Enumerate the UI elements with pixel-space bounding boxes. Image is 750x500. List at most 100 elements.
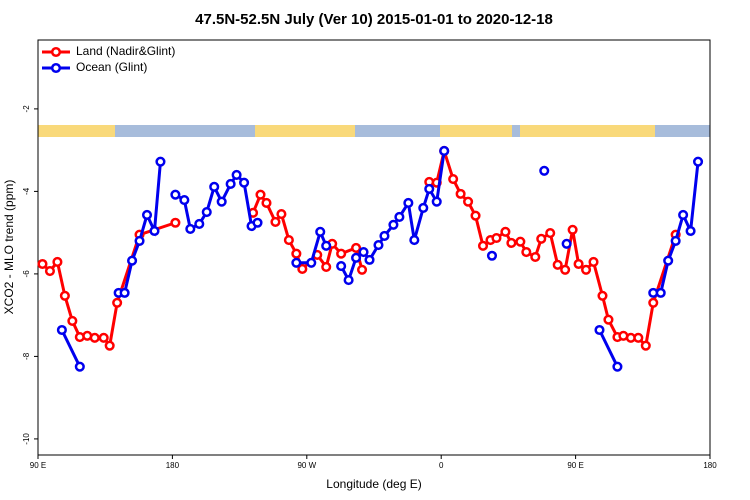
data-point — [104, 340, 115, 351]
data-point — [552, 259, 563, 270]
data-point — [155, 156, 166, 167]
data-point — [127, 255, 138, 266]
data-point — [351, 242, 362, 253]
data-point — [515, 236, 526, 247]
data-point — [37, 258, 48, 270]
data-point — [255, 189, 266, 200]
data-point — [291, 257, 302, 268]
data-point — [597, 290, 608, 301]
data-point — [252, 217, 263, 228]
data-point — [364, 254, 375, 265]
land-ocean-strip — [38, 125, 710, 137]
data-point — [431, 196, 442, 207]
data-point — [655, 287, 666, 298]
data-point — [343, 275, 354, 286]
data-point — [315, 226, 326, 237]
data-point — [640, 340, 651, 351]
x-tick-label: 180 — [703, 461, 717, 470]
data-point — [648, 297, 659, 308]
data-point — [321, 261, 332, 272]
y-tick-label: -2 — [22, 105, 31, 113]
data-point — [67, 315, 78, 326]
data-point — [394, 211, 405, 223]
data-point — [403, 197, 414, 208]
data-point — [358, 246, 369, 258]
x-axis-label: Longitude (deg E) — [326, 477, 421, 491]
y-tick-label: -10 — [22, 433, 31, 445]
data-point — [491, 232, 502, 244]
data-point — [283, 235, 294, 246]
ocean-strip — [355, 125, 440, 137]
data-point — [594, 324, 605, 336]
data-point — [306, 257, 317, 268]
data-point — [633, 332, 644, 343]
data-point — [291, 248, 302, 259]
data-point — [506, 237, 517, 249]
series-line — [60, 150, 700, 368]
data-point — [409, 235, 420, 246]
data-point — [209, 181, 220, 192]
data-point — [463, 196, 474, 207]
data-point — [149, 225, 160, 237]
data-point — [678, 209, 689, 220]
ocean-strip — [115, 125, 255, 137]
data-point — [536, 233, 547, 244]
data-point — [56, 324, 67, 336]
legend-marker — [50, 46, 62, 58]
data-point — [539, 165, 550, 176]
legend-label: Land (Nadir&Glint) — [76, 44, 175, 58]
data-point — [231, 169, 242, 180]
data-point — [663, 255, 674, 266]
data-point — [567, 224, 578, 235]
data-point — [74, 361, 85, 372]
ocean-strip — [512, 125, 520, 137]
data-point — [424, 183, 435, 194]
data-point — [179, 195, 190, 206]
data-point — [201, 206, 212, 218]
data-point — [477, 240, 489, 251]
data-point — [573, 258, 584, 270]
data-point — [545, 228, 556, 239]
y-tick-label: -8 — [22, 352, 31, 360]
x-tick-label: 90 E — [30, 461, 46, 470]
data-point — [373, 239, 384, 251]
x-tick-label: 0 — [439, 461, 444, 470]
data-point — [336, 248, 347, 259]
data-point — [276, 209, 287, 220]
data-point — [603, 314, 614, 325]
ocean-strip — [655, 125, 710, 137]
data-point — [560, 264, 571, 275]
data-point — [52, 256, 63, 267]
data-point — [170, 217, 181, 228]
y-tick-label: -6 — [22, 270, 31, 278]
data-point — [112, 297, 123, 308]
data-point — [119, 287, 130, 298]
data-point — [357, 264, 368, 275]
data-point — [321, 240, 332, 251]
data-point — [225, 178, 236, 190]
legend-marker — [50, 62, 62, 74]
data-point — [194, 218, 205, 230]
data-point — [685, 225, 696, 237]
y-tick-label: -4 — [22, 187, 31, 195]
data-point — [134, 235, 145, 246]
data-point — [336, 261, 347, 272]
data-point — [561, 238, 572, 249]
data-point — [141, 209, 153, 220]
data-point — [500, 226, 511, 237]
data-point — [418, 202, 429, 213]
x-tick-label: 90 W — [297, 461, 316, 470]
x-tick-label: 90 E — [567, 461, 583, 470]
data-point — [379, 230, 390, 241]
data-point — [470, 210, 481, 221]
data-point — [89, 332, 100, 343]
data-point — [581, 264, 592, 275]
data-point — [44, 265, 55, 277]
data-point — [455, 188, 466, 199]
data-point — [98, 332, 109, 343]
data-point — [270, 216, 281, 227]
data-point — [670, 235, 681, 246]
chart-title: 47.5N-52.5N July (Ver 10) 2015-01-01 to … — [195, 11, 553, 28]
data-point — [59, 290, 70, 301]
